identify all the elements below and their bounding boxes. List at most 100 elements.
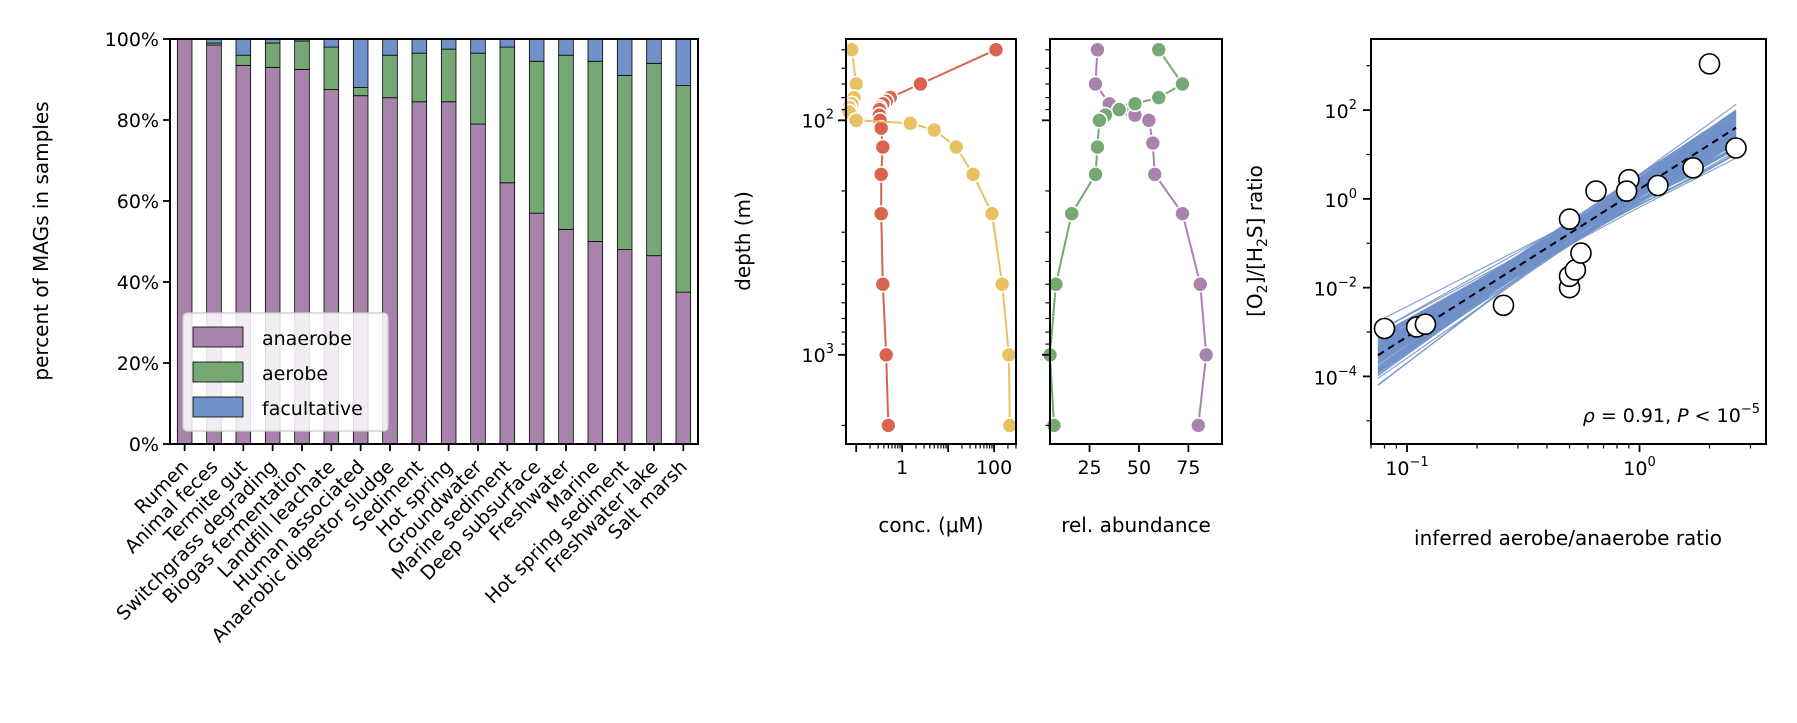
bar-facultative-11 (499, 38, 516, 48)
bar-facultative-14 (587, 38, 604, 62)
ensemble-line (1377, 125, 1737, 346)
abundance-point (1126, 95, 1144, 113)
abundance-point (1089, 41, 1106, 59)
profile-point (872, 166, 890, 183)
bar-facultative-5 (323, 38, 340, 48)
legend-label-facultative: facultative (262, 398, 363, 420)
panel-c-xlabel: rel. abundance (1061, 513, 1211, 537)
ensemble-line (1377, 114, 1737, 365)
profile-point (901, 115, 919, 132)
profile-point (874, 138, 892, 156)
scatter-point (1558, 208, 1581, 230)
bar-facultative-7 (382, 38, 398, 56)
legend-label-anaerobe: anaerobe (262, 328, 352, 350)
ensemble-line (1377, 117, 1737, 374)
bar-anaerobe-13 (558, 228, 574, 445)
panel-d-scatter-plot: 10−1 100 10−4 10−2 100 102 inferred aerobe/an… (1243, 38, 1767, 550)
panel-c-abundance-profile: 25 50 75 rel. abundance (1041, 38, 1223, 537)
bar-aerobe-13 (558, 54, 574, 230)
profile-point (1001, 417, 1019, 434)
y-tick-label-3: 102 (1325, 98, 1357, 123)
y-tick-label-0: 10−4 (1314, 364, 1357, 389)
bar-facultative-8 (411, 38, 428, 54)
panel-a-ylabel: percent of MAGs in samples (29, 101, 53, 380)
bar-facultative-6 (352, 38, 369, 88)
panel-b-ylabel: depth (m) (731, 191, 755, 291)
abundance-point (1191, 275, 1209, 293)
ensemble-line (1377, 135, 1737, 357)
panel-d-correlation-annotation: ρ = 0.91, P < 10−5 (1583, 402, 1760, 427)
y-tick-label: 103 (802, 342, 834, 367)
profile-point (947, 138, 965, 156)
abundance-point (1087, 166, 1104, 183)
y-tick-label-2: 100 (1325, 187, 1357, 212)
y-tick-label-2: 40% (117, 272, 159, 294)
bar-anaerobe-10 (470, 123, 486, 445)
bar-aerobe-3 (264, 42, 281, 68)
profile-point (847, 112, 865, 129)
scatter-point (1698, 53, 1721, 75)
bar-aerobe-14 (587, 60, 604, 242)
x-tick-label-0: 10−1 (1385, 455, 1428, 480)
x-tick-label-1: 100 (976, 457, 1012, 479)
panel-b-ticks: 1 100 102 103 (802, 49, 1017, 479)
profile-point (872, 119, 890, 137)
bar-facultative-16 (646, 38, 662, 64)
profile-point (847, 75, 865, 93)
panel-c-frame (1049, 38, 1223, 445)
bar-aerobe-10 (470, 52, 486, 125)
panel-d-frame (1370, 38, 1767, 445)
best-fit-line (1377, 126, 1737, 357)
profile-point (1000, 346, 1018, 364)
bar-anaerobe-15 (616, 249, 633, 445)
abundance-point (1144, 134, 1162, 152)
fit-ensemble (1377, 103, 1737, 386)
scatter-point (1725, 137, 1747, 159)
profile-point (987, 41, 1005, 59)
bar-anaerobe-12 (528, 212, 545, 445)
panel-c-ticks: 25 50 75 (1042, 49, 1200, 479)
profile-point (877, 346, 895, 364)
profile-point (872, 205, 890, 222)
panel-d-ylabel: [O2]/[H2S] ratio (1243, 165, 1271, 317)
y-tick-label-0: 0% (129, 434, 159, 456)
legend-swatch-aerobe (192, 361, 244, 383)
panel-d-ticks: 10−1 100 10−4 10−2 100 102 (1314, 65, 1752, 480)
bar-aerobe-15 (616, 75, 633, 250)
bar-aerobe-7 (382, 54, 398, 99)
scatter-content (1373, 53, 1747, 386)
bar-facultative-2 (235, 38, 252, 56)
bar-anaerobe-16 (646, 255, 662, 445)
bar-aerobe-12 (528, 60, 545, 214)
profile-point (993, 275, 1011, 293)
legend: anaerobe aerobe facultative (182, 312, 389, 432)
panel-b-concentration-profile: 1 100 102 103 conc. (μM) depth (m) (731, 38, 1019, 537)
x-tick-label-0: 25 (1077, 457, 1101, 479)
abundance-point (1197, 346, 1215, 364)
y-tick-label-1: 20% (117, 353, 159, 375)
scatter-point (1373, 317, 1396, 340)
profile-point (912, 75, 929, 93)
x-tick-label-2: 75 (1176, 457, 1200, 479)
profile-point (983, 205, 1001, 222)
bar-anaerobe-8 (411, 101, 428, 445)
bar-aerobe-6 (352, 87, 369, 97)
abundance-point (1150, 89, 1168, 106)
panel-a-frame (169, 38, 699, 445)
abundance-point (1174, 205, 1191, 222)
profile-point (925, 121, 943, 139)
y-axis-ticks: 0% 20% 40% 60% 80% 100% (105, 29, 170, 456)
bar-aerobe-4 (294, 40, 310, 70)
scatter-point (1585, 180, 1607, 202)
abundance-point (1174, 75, 1191, 93)
scatter-point (1647, 174, 1669, 197)
bar-facultative-15 (616, 38, 633, 76)
y-tick-label-1: 10−2 (1314, 276, 1357, 301)
x-tick-label-0: 1 (896, 457, 908, 479)
bar-facultative-13 (558, 38, 574, 56)
legend-label-aerobe: aerobe (262, 363, 328, 385)
abundance-point (1063, 205, 1081, 222)
